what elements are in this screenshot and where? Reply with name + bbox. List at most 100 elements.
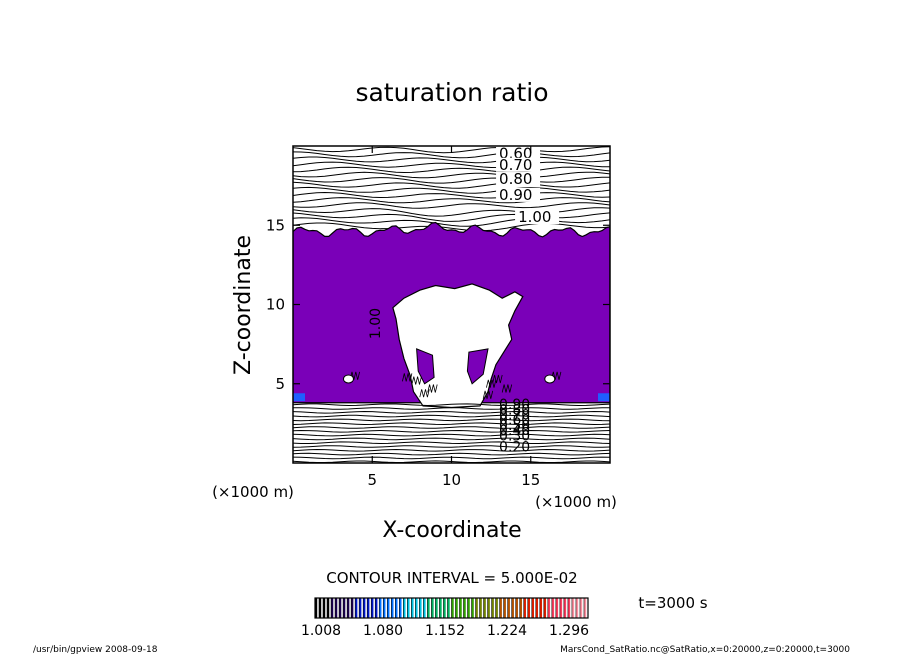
y-tick-label: 5 bbox=[275, 375, 285, 393]
interior-supersaturated-lobe bbox=[466, 348, 489, 385]
small-contour bbox=[402, 373, 413, 382]
colorbar-bin bbox=[511, 598, 514, 618]
colorbar-frame bbox=[314, 597, 589, 619]
colorbar-bin bbox=[479, 598, 482, 618]
upper-contour-line bbox=[293, 186, 610, 194]
x-unit-label-left: (×1000 m) bbox=[212, 483, 294, 501]
colorbar-bin bbox=[547, 598, 551, 618]
y-axis-title: Z-coordinate bbox=[231, 235, 256, 375]
colorbar-bin bbox=[555, 598, 559, 618]
colorbar-bin bbox=[407, 598, 410, 618]
lower-contour-line bbox=[293, 452, 610, 456]
upper-contour-line bbox=[293, 181, 610, 189]
lower-contour-line bbox=[293, 433, 610, 437]
colorbar-bin bbox=[443, 598, 446, 618]
colorbar-bin bbox=[535, 598, 539, 618]
upper-contour-line bbox=[293, 151, 610, 159]
colorbar-bin bbox=[559, 598, 563, 618]
contour-label: 0.70 bbox=[499, 408, 530, 424]
small-contour bbox=[551, 371, 562, 380]
colorbar-bin bbox=[403, 598, 406, 618]
inner-contour-label: 1.00 bbox=[368, 308, 384, 339]
colorbar-bin bbox=[367, 598, 370, 618]
contour-label: 1.00 bbox=[518, 208, 551, 226]
small-contour bbox=[486, 379, 497, 388]
small-contour bbox=[482, 390, 494, 399]
colorbar-bin bbox=[579, 598, 583, 618]
colorbar-bin bbox=[331, 598, 334, 618]
colorbar-bin bbox=[447, 598, 450, 618]
colorbar-bin bbox=[387, 598, 390, 618]
small-contour bbox=[419, 389, 430, 398]
small-contour bbox=[501, 384, 513, 393]
colorbar-bin bbox=[423, 598, 426, 618]
lower-contour-line bbox=[293, 426, 610, 429]
colorbar-bin bbox=[483, 598, 486, 618]
colorbar-bin bbox=[383, 598, 386, 618]
colorbar-bin bbox=[491, 598, 494, 618]
upper-contour-line bbox=[293, 191, 610, 199]
upper-contour-line bbox=[293, 217, 610, 227]
small-contour bbox=[427, 384, 438, 393]
colorbar-bin bbox=[459, 598, 462, 618]
colorbar-tick-labels: 1.008 1.080 1.152 1.224 1.296 bbox=[301, 623, 589, 639]
colorbar-bin bbox=[563, 598, 567, 618]
contour-label: 0.30 bbox=[499, 428, 530, 444]
colorbar-bin bbox=[411, 598, 414, 618]
colorbar-bin bbox=[327, 598, 330, 618]
colorbar bbox=[314, 598, 587, 618]
colorbar-bin bbox=[503, 598, 506, 618]
contour-label-bg bbox=[515, 210, 560, 225]
colorbar-bin bbox=[471, 598, 474, 618]
small-clear-cell bbox=[544, 374, 556, 384]
colorbar-bin bbox=[431, 598, 434, 618]
colorbar-bin bbox=[551, 598, 555, 618]
colorbar-bin bbox=[319, 598, 322, 618]
colorbar-bin bbox=[359, 598, 362, 618]
small-contour bbox=[349, 371, 360, 380]
colorbar-bin bbox=[439, 598, 442, 618]
colorbar-bin bbox=[515, 598, 518, 618]
contour-label: 0.80 bbox=[499, 402, 530, 418]
contour-label: 0.90 bbox=[499, 186, 532, 204]
upper-contour-line bbox=[293, 171, 610, 179]
colorbar-bin bbox=[391, 598, 394, 618]
colorbar-bin bbox=[499, 598, 502, 618]
footer-right: MarsCond_SatRatio.nc@SatRatio,x=0:20000,… bbox=[560, 645, 850, 654]
colorbar-bin bbox=[527, 598, 530, 618]
colorbar-bin bbox=[335, 598, 338, 618]
lower-contour-line bbox=[293, 448, 610, 452]
contour-interval-text: CONTOUR INTERVAL = 5.000E-02 bbox=[326, 569, 577, 587]
colorbar-bin bbox=[475, 598, 478, 618]
upper-contour-line bbox=[293, 176, 610, 184]
colorbar-bin bbox=[351, 598, 354, 618]
x-tick-label: 15 bbox=[521, 471, 540, 489]
colorbar-bin bbox=[343, 598, 346, 618]
lower-contour-line bbox=[293, 418, 610, 422]
upper-contour-lines bbox=[293, 146, 610, 232]
colorbar-bin bbox=[339, 598, 342, 618]
chart-title: saturation ratio bbox=[355, 78, 548, 107]
interior-supersaturated-lobe bbox=[416, 348, 435, 385]
axes-ticks: 5 10 15 5 10 15 bbox=[266, 146, 610, 489]
colorbar-bin bbox=[523, 598, 526, 618]
colorbar-bin bbox=[363, 598, 366, 618]
colorbar-bin bbox=[571, 598, 575, 618]
colorbar-bin bbox=[399, 598, 402, 618]
colorbar-bin bbox=[467, 598, 470, 618]
upper-contour-line bbox=[293, 156, 610, 164]
colorbar-bin bbox=[455, 598, 458, 618]
small-clear-cell bbox=[342, 374, 354, 384]
contour-label: 0.70 bbox=[499, 156, 532, 174]
upper-contour-line bbox=[293, 207, 610, 217]
colorbar-tick-label: 1.080 bbox=[363, 623, 403, 639]
upper-contour-line bbox=[293, 161, 610, 169]
colorbar-bin bbox=[451, 598, 454, 618]
colorbar-bin bbox=[463, 598, 466, 618]
x-axis-title: X-coordinate bbox=[382, 518, 521, 543]
x-unit-label-right: (×1000 m) bbox=[535, 493, 617, 511]
colorbar-tick-label: 1.152 bbox=[425, 623, 465, 639]
colorbar-tick-label: 1.224 bbox=[487, 623, 527, 639]
colorbar-bin bbox=[543, 598, 547, 618]
